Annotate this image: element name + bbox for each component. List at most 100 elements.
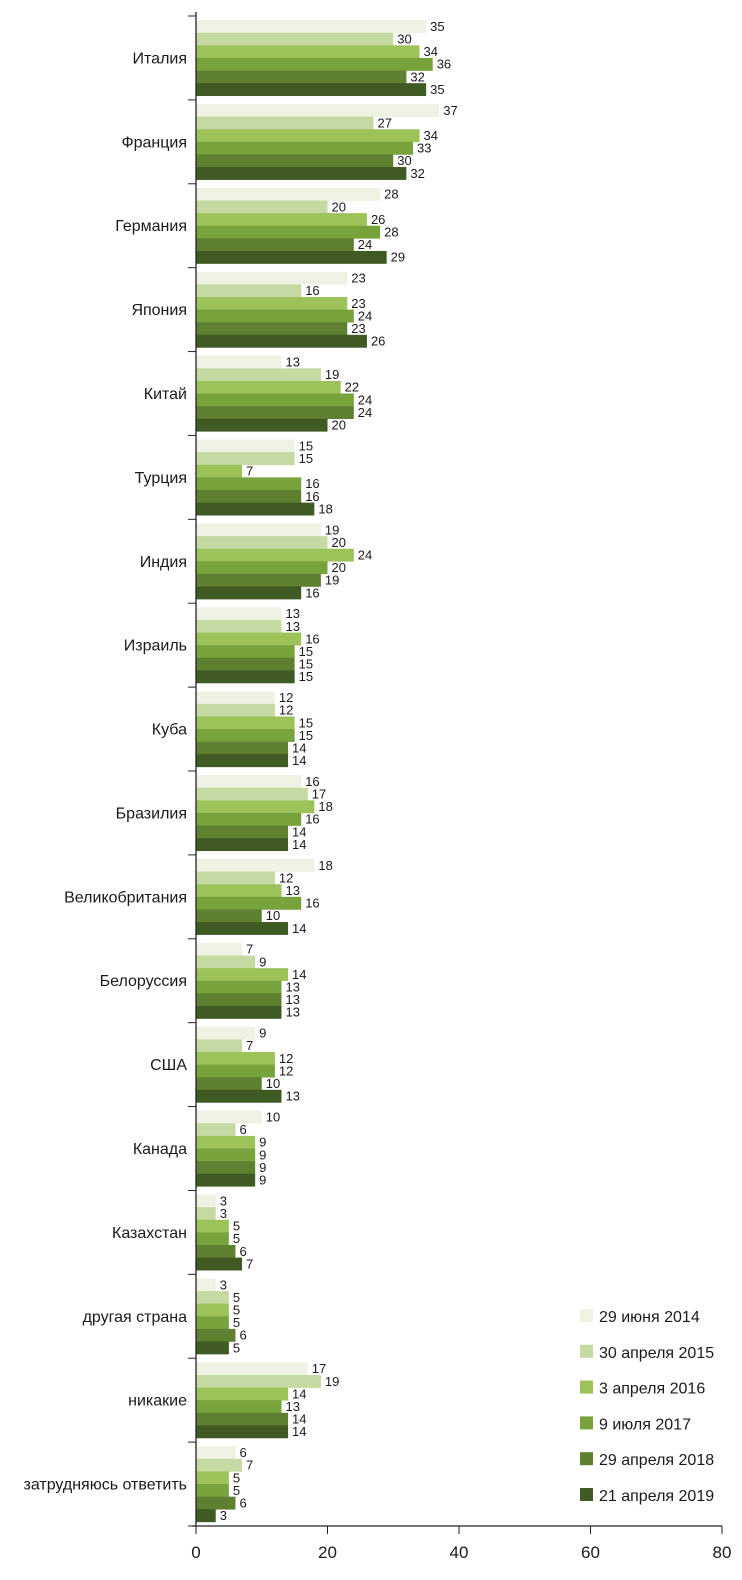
bar [196, 1400, 282, 1414]
bar [196, 1148, 256, 1162]
value-label: 16 [305, 774, 319, 789]
bar [196, 871, 275, 885]
bar [196, 1257, 243, 1271]
value-label: 17 [312, 787, 326, 802]
bar [196, 238, 354, 252]
value-label: 19 [325, 1374, 339, 1389]
category-label: Турция [135, 470, 187, 487]
value-label: 5 [233, 1290, 240, 1305]
bar [196, 167, 407, 180]
value-label: 28 [384, 225, 398, 240]
x-tick-label: 60 [581, 1543, 600, 1562]
value-label: 14 [292, 1412, 306, 1427]
bar [196, 645, 295, 659]
bar [196, 406, 354, 419]
bar [196, 380, 341, 394]
value-label: 9 [259, 1135, 266, 1150]
value-label: 5 [233, 1315, 240, 1330]
legend-swatch [580, 1416, 593, 1430]
bar [196, 657, 295, 671]
bar [196, 1412, 289, 1426]
bar [196, 1244, 236, 1258]
bar [196, 1039, 243, 1053]
bar [196, 1173, 256, 1187]
legend-label: 30 апреля 2015 [599, 1345, 714, 1362]
value-label: 27 [378, 115, 392, 130]
bar [196, 523, 321, 537]
value-label: 16 [305, 489, 319, 504]
bar [196, 83, 427, 97]
bar [196, 297, 348, 310]
value-label: 20 [332, 418, 346, 433]
bar [196, 980, 282, 994]
category-label: Китай [144, 386, 187, 403]
bar [196, 942, 243, 956]
bar [196, 859, 315, 872]
legend-label: 29 июня 2014 [599, 1309, 700, 1326]
value-label: 30 [397, 153, 411, 168]
bar [196, 1278, 216, 1292]
bar [196, 116, 374, 130]
value-label: 6 [239, 1122, 246, 1137]
value-label: 12 [279, 690, 293, 705]
value-label: 14 [292, 740, 306, 755]
value-label: 12 [279, 870, 293, 885]
value-label: 13 [285, 606, 299, 621]
legend-swatch [580, 1380, 593, 1394]
value-label: 14 [292, 753, 306, 768]
value-label: 14 [292, 837, 306, 852]
value-label: 5 [233, 1219, 240, 1234]
bar [196, 393, 354, 407]
value-label: 3 [220, 1277, 227, 1292]
value-label: 13 [285, 1399, 299, 1414]
value-label: 9 [259, 1026, 266, 1041]
category-label: затрудняюсь ответить [23, 1477, 187, 1494]
bar [196, 45, 420, 59]
value-label: 18 [318, 858, 332, 873]
bar [196, 452, 295, 466]
value-label: 10 [266, 1110, 280, 1125]
value-label: 9 [259, 1160, 266, 1175]
value-label: 15 [299, 728, 313, 743]
bar [196, 800, 315, 814]
bar [196, 129, 420, 143]
bar [196, 1425, 289, 1439]
value-label: 16 [305, 283, 319, 298]
category-label: Италия [133, 50, 187, 67]
value-label: 6 [239, 1445, 246, 1460]
bar [196, 619, 282, 633]
value-label: 10 [266, 908, 280, 923]
value-label: 13 [285, 1005, 299, 1020]
bar [196, 741, 289, 755]
value-label: 35 [430, 82, 444, 97]
value-label: 22 [345, 380, 359, 395]
bar [196, 213, 367, 227]
bar [196, 993, 282, 1007]
value-label: 15 [299, 657, 313, 672]
legend: 29 июня 2014 30 апреля 2015 3 апреля 2016 9… [580, 1309, 714, 1505]
bar [196, 561, 328, 575]
bar [196, 1005, 282, 1019]
bar [196, 1232, 229, 1246]
value-label: 35 [430, 19, 444, 34]
bar [196, 607, 282, 621]
value-labels-group: 3530343632353727343330322820262824292316… [220, 19, 458, 1523]
value-label: 20 [332, 560, 346, 575]
bar [196, 1026, 256, 1040]
bar [196, 187, 381, 201]
value-label: 16 [305, 896, 319, 911]
bar [196, 1089, 282, 1103]
value-label: 7 [246, 1458, 253, 1473]
value-label: 5 [233, 1340, 240, 1355]
value-label: 9 [259, 1173, 266, 1188]
value-label: 5 [233, 1483, 240, 1498]
bar [196, 729, 295, 742]
value-label: 20 [332, 535, 346, 550]
value-label: 18 [318, 799, 332, 814]
bar [196, 1207, 216, 1221]
value-label: 28 [384, 187, 398, 202]
category-label: Великобритания [64, 889, 187, 906]
bar [196, 1219, 229, 1233]
value-label: 24 [358, 405, 372, 420]
